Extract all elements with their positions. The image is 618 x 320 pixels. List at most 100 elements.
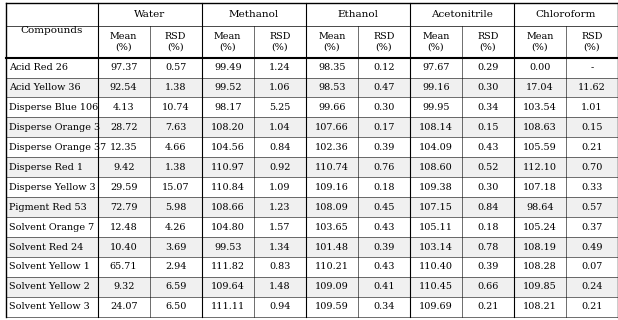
Text: 104.56: 104.56 (211, 143, 245, 152)
Text: 111.82: 111.82 (211, 262, 245, 271)
Text: Methanol: Methanol (229, 10, 279, 19)
Bar (6, 257, 618, 277)
Text: 3.69: 3.69 (165, 243, 187, 252)
Bar (6, 77, 618, 98)
Text: Mean
(%): Mean (%) (214, 32, 242, 52)
Bar (6, 197, 618, 217)
Text: Disperse Red 1: Disperse Red 1 (9, 163, 83, 172)
Text: 0.18: 0.18 (373, 183, 394, 192)
Text: 0.37: 0.37 (582, 223, 603, 232)
Text: 0.84: 0.84 (477, 203, 499, 212)
Text: 28.72: 28.72 (110, 123, 137, 132)
Text: RSD
(%): RSD (%) (165, 32, 187, 52)
Text: 0.66: 0.66 (477, 282, 499, 292)
Text: 0.12: 0.12 (373, 63, 394, 72)
Text: 0.43: 0.43 (373, 223, 394, 232)
Text: 0.34: 0.34 (373, 302, 394, 311)
Text: 0.92: 0.92 (269, 163, 290, 172)
Text: 109.64: 109.64 (211, 282, 245, 292)
Text: 109.16: 109.16 (315, 183, 349, 192)
Text: 108.14: 108.14 (419, 123, 453, 132)
Text: 108.60: 108.60 (419, 163, 453, 172)
Text: 65.71: 65.71 (110, 262, 137, 271)
Text: 1.38: 1.38 (165, 83, 187, 92)
Text: 108.66: 108.66 (211, 203, 245, 212)
Text: 0.52: 0.52 (477, 163, 499, 172)
Text: 108.28: 108.28 (523, 262, 557, 271)
Text: 0.21: 0.21 (582, 143, 603, 152)
Text: Disperse Yellow 3: Disperse Yellow 3 (9, 183, 96, 192)
Text: 1.48: 1.48 (269, 282, 290, 292)
Text: 0.30: 0.30 (477, 83, 499, 92)
Text: 1.57: 1.57 (269, 223, 290, 232)
Text: 1.23: 1.23 (269, 203, 290, 212)
Text: Mean
(%): Mean (%) (422, 32, 449, 52)
Text: 4.13: 4.13 (113, 103, 135, 112)
Text: 103.54: 103.54 (523, 103, 557, 112)
Bar (6, 137, 618, 157)
Text: Water: Water (134, 10, 165, 19)
Text: 99.52: 99.52 (214, 83, 242, 92)
Text: 108.20: 108.20 (211, 123, 245, 132)
Text: 0.43: 0.43 (373, 262, 394, 271)
Text: 103.14: 103.14 (419, 243, 453, 252)
Text: 109.69: 109.69 (419, 302, 453, 311)
Text: 0.49: 0.49 (582, 243, 603, 252)
Text: 9.32: 9.32 (113, 282, 134, 292)
Text: Solvent Yellow 2: Solvent Yellow 2 (9, 282, 90, 292)
Text: 107.18: 107.18 (523, 183, 557, 192)
Text: Pigment Red 53: Pigment Red 53 (9, 203, 87, 212)
Text: 108.63: 108.63 (523, 123, 557, 132)
Text: Disperse Orange 3: Disperse Orange 3 (9, 123, 100, 132)
Text: 29.59: 29.59 (110, 183, 137, 192)
Text: 15.07: 15.07 (162, 183, 190, 192)
Text: Disperse Blue 106: Disperse Blue 106 (9, 103, 98, 112)
Text: Disperse Orange 37: Disperse Orange 37 (9, 143, 106, 152)
Text: 0.24: 0.24 (582, 282, 603, 292)
Text: 1.09: 1.09 (269, 183, 290, 192)
Text: 109.38: 109.38 (419, 183, 453, 192)
Text: 10.40: 10.40 (110, 243, 138, 252)
Text: 7.63: 7.63 (165, 123, 187, 132)
Text: 0.47: 0.47 (373, 83, 394, 92)
Text: 99.95: 99.95 (422, 103, 450, 112)
Text: 0.41: 0.41 (373, 282, 395, 292)
Text: 2.94: 2.94 (165, 262, 187, 271)
Text: 12.35: 12.35 (110, 143, 137, 152)
Text: Solvent Red 24: Solvent Red 24 (9, 243, 83, 252)
Text: 98.53: 98.53 (318, 83, 345, 92)
Text: Acid Red 26: Acid Red 26 (9, 63, 68, 72)
Bar (6, 237, 618, 257)
Text: 110.84: 110.84 (211, 183, 245, 192)
Text: 98.35: 98.35 (318, 63, 345, 72)
Text: 1.34: 1.34 (269, 243, 290, 252)
Text: Chloroform: Chloroform (536, 10, 596, 19)
Text: 105.59: 105.59 (523, 143, 557, 152)
Text: Mean
(%): Mean (%) (318, 32, 345, 52)
Text: 0.39: 0.39 (373, 243, 394, 252)
Bar (6, 58, 618, 77)
Text: 111.11: 111.11 (211, 302, 245, 311)
Text: 5.98: 5.98 (165, 203, 187, 212)
Text: 1.06: 1.06 (269, 83, 290, 92)
Text: Mean
(%): Mean (%) (527, 32, 554, 52)
Text: 0.76: 0.76 (373, 163, 394, 172)
Text: 105.11: 105.11 (419, 223, 453, 232)
Text: Solvent Yellow 3: Solvent Yellow 3 (9, 302, 90, 311)
Text: 107.15: 107.15 (419, 203, 453, 212)
Text: 97.67: 97.67 (422, 63, 450, 72)
Text: 102.36: 102.36 (315, 143, 349, 152)
Text: 103.65: 103.65 (315, 223, 349, 232)
Text: 0.57: 0.57 (165, 63, 187, 72)
Text: Solvent Orange 7: Solvent Orange 7 (9, 223, 95, 232)
Text: 24.07: 24.07 (110, 302, 137, 311)
Text: 110.74: 110.74 (315, 163, 349, 172)
Text: 6.50: 6.50 (165, 302, 187, 311)
Text: 0.33: 0.33 (582, 183, 603, 192)
Text: 109.85: 109.85 (523, 282, 557, 292)
Text: 112.10: 112.10 (523, 163, 557, 172)
Text: 0.83: 0.83 (269, 262, 290, 271)
Text: 1.38: 1.38 (165, 163, 187, 172)
Text: 99.16: 99.16 (422, 83, 450, 92)
Text: 4.26: 4.26 (165, 223, 187, 232)
